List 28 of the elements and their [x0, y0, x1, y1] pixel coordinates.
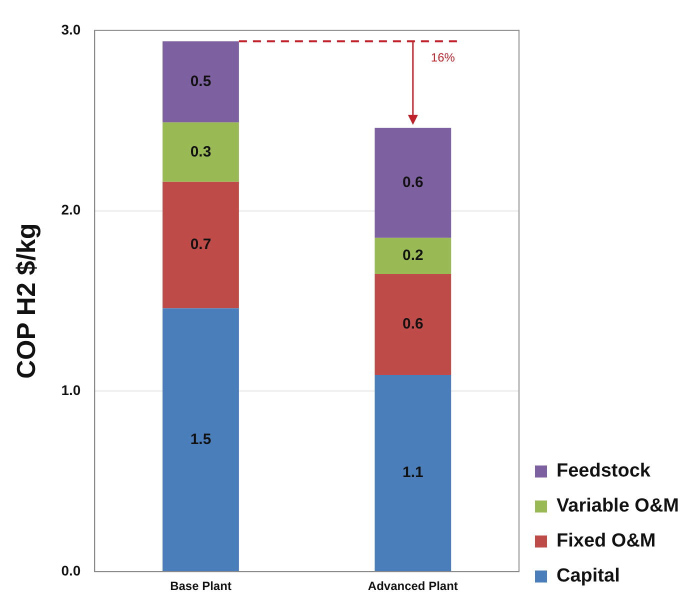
x-tick-label: Base Plant [170, 579, 232, 594]
bar [162, 308, 239, 572]
legend-label: Fixed O&M [556, 530, 656, 552]
data-label: 0.2 [402, 247, 424, 264]
data-label: 0.6 [402, 174, 424, 191]
bar [374, 274, 452, 375]
annotation: 16% [430, 50, 456, 64]
data-label: 1.5 [190, 430, 212, 448]
bar [162, 41, 239, 122]
legend-label: Feedstock [556, 460, 651, 482]
bar [374, 238, 452, 274]
legend-label: Capital [556, 566, 620, 587]
data-label: 1.1 [402, 464, 424, 482]
bar [162, 122, 239, 182]
bar [374, 128, 452, 238]
bar [374, 374, 452, 572]
data-label: 0.3 [190, 143, 212, 160]
data-label: 0.7 [190, 236, 212, 254]
y-tick-label: 3.0 [61, 21, 81, 38]
x-tick-label: Advanced Plant [368, 579, 458, 594]
y-tick-label: 0.0 [61, 562, 81, 578]
y-axis-title: COP H2 $/kg [10, 223, 41, 379]
legend-label: Variable O&M [556, 496, 680, 517]
data-label: 0.6 [402, 316, 424, 333]
y-tick-label: 1.0 [61, 382, 81, 398]
data-label: 0.5 [190, 72, 212, 90]
y-tick-label: 2.0 [61, 202, 81, 218]
bar [162, 182, 239, 308]
